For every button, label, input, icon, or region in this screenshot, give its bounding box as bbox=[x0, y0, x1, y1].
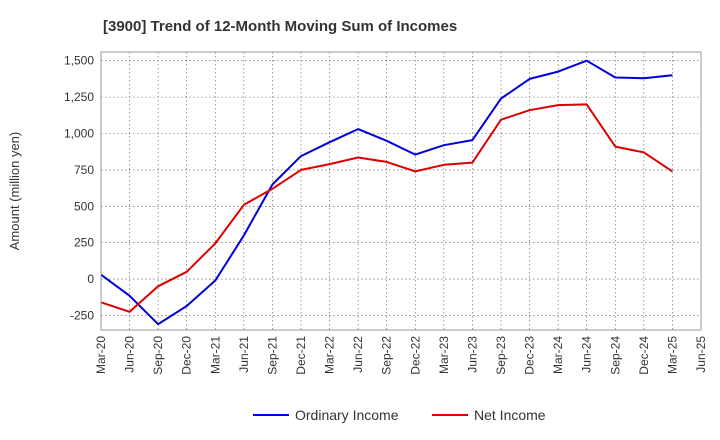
series-lines bbox=[100, 59, 673, 326]
y-tick-labels: -250 0 250 500 750 1,000 1,250 1,500 bbox=[64, 54, 94, 323]
x-tick-label: Mar-25 bbox=[665, 336, 679, 374]
x-tick-label: Jun-20 bbox=[123, 336, 137, 373]
legend-label-net-income: Net Income bbox=[474, 407, 546, 423]
y-tick-label: 1,000 bbox=[64, 127, 94, 141]
y-tick-label: 0 bbox=[87, 272, 94, 286]
y-tick-label: 1,500 bbox=[64, 54, 94, 68]
y-axis-label: Amount (million yen) bbox=[7, 132, 22, 251]
y-tick-label: 500 bbox=[74, 199, 94, 213]
y-tick-label: 750 bbox=[74, 163, 94, 177]
x-tick-label: Sep-21 bbox=[265, 336, 279, 375]
x-tick-label: Mar-23 bbox=[437, 336, 451, 374]
x-tick-label: Jun-24 bbox=[580, 336, 594, 373]
series-line-ordinary-income bbox=[100, 59, 673, 326]
x-tick-label: Sep-24 bbox=[608, 336, 622, 375]
x-tick-label: Sep-23 bbox=[494, 336, 508, 375]
x-tick-label: Sep-20 bbox=[151, 336, 165, 375]
plot-area-frame bbox=[100, 51, 702, 331]
chart-title: [3900] Trend of 12-Month Moving Sum of I… bbox=[103, 18, 457, 35]
legend: Ordinary Income Net Income bbox=[253, 407, 546, 423]
x-tick-label: Dec-21 bbox=[294, 336, 308, 375]
x-tick-label: Dec-22 bbox=[408, 336, 422, 375]
x-tick-label: Mar-20 bbox=[94, 336, 108, 374]
x-tick-label: Mar-24 bbox=[551, 336, 565, 374]
y-tick-label: 1,250 bbox=[64, 90, 94, 104]
series-line-net-income bbox=[100, 103, 673, 313]
x-tick-label: Mar-22 bbox=[323, 336, 337, 374]
x-tick-label: Jun-23 bbox=[465, 336, 479, 373]
x-tick-label: Dec-20 bbox=[180, 336, 194, 375]
x-tick-label: Mar-21 bbox=[208, 336, 222, 374]
y-tick-label: -250 bbox=[70, 308, 94, 322]
grid bbox=[101, 52, 701, 330]
x-tick-label: Sep-22 bbox=[380, 336, 394, 375]
legend-label-ordinary-income: Ordinary Income bbox=[295, 407, 399, 423]
x-tick-labels: Mar-20 Jun-20 Sep-20 Dec-20 Mar-21 Jun-21 Sep-… bbox=[94, 336, 708, 375]
x-tick-label: Jun-25 bbox=[694, 336, 708, 373]
x-tick-label: Jun-21 bbox=[237, 336, 251, 373]
x-tick-label: Dec-23 bbox=[523, 336, 537, 375]
x-tick-label: Dec-24 bbox=[637, 336, 651, 375]
x-tick-label: Jun-22 bbox=[351, 336, 365, 373]
y-tick-label: 250 bbox=[74, 236, 94, 250]
